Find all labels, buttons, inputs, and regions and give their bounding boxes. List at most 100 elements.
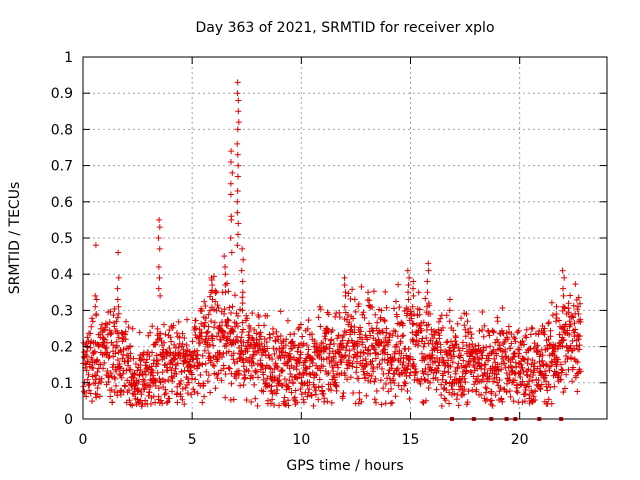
data-point xyxy=(137,357,144,364)
data-point xyxy=(328,399,335,406)
data-point xyxy=(101,359,108,366)
data-point xyxy=(114,357,121,364)
data-point xyxy=(249,374,256,381)
data-point xyxy=(102,320,109,327)
data-point xyxy=(136,329,143,336)
data-point xyxy=(417,380,424,387)
data-point xyxy=(534,342,541,349)
data-point xyxy=(253,368,260,375)
data-point xyxy=(111,305,118,312)
data-point xyxy=(313,362,320,369)
data-point xyxy=(107,393,114,400)
data-point xyxy=(281,376,288,383)
data-point xyxy=(179,330,186,337)
data-point xyxy=(553,318,560,325)
data-point xyxy=(115,334,122,341)
data-point xyxy=(447,363,454,370)
data-point xyxy=(118,374,125,381)
data-point xyxy=(222,394,229,401)
data-point xyxy=(92,242,99,249)
data-point xyxy=(554,356,561,363)
data-point xyxy=(372,337,379,344)
data-point xyxy=(391,305,398,312)
data-point xyxy=(418,375,425,382)
data-point xyxy=(305,317,312,324)
data-point xyxy=(198,329,205,336)
data-point xyxy=(87,330,94,337)
data-point xyxy=(306,371,313,378)
data-point xyxy=(274,333,281,340)
data-point xyxy=(479,326,486,333)
data-point xyxy=(482,384,489,391)
data-point xyxy=(482,361,489,368)
data-point xyxy=(167,334,174,341)
data-point xyxy=(350,315,357,322)
data-point xyxy=(537,363,544,370)
data-point xyxy=(109,399,116,406)
data-point xyxy=(443,312,450,319)
data-point xyxy=(560,389,567,396)
data-point xyxy=(526,392,533,399)
data-point xyxy=(102,326,109,333)
data-point xyxy=(396,304,403,311)
data-point xyxy=(488,397,495,404)
data-point xyxy=(149,367,156,374)
data-point xyxy=(485,328,492,335)
data-point xyxy=(481,395,488,402)
data-point xyxy=(524,360,531,367)
data-point xyxy=(419,350,425,357)
data-point xyxy=(501,360,508,367)
data-point xyxy=(239,326,246,333)
data-point xyxy=(155,235,162,241)
data-point xyxy=(523,384,530,391)
data-point xyxy=(230,396,237,403)
data-point xyxy=(463,368,470,375)
data-point xyxy=(134,367,141,374)
data-point xyxy=(341,282,348,289)
data-point xyxy=(169,361,176,368)
data-point xyxy=(370,327,377,334)
data-point xyxy=(206,341,213,348)
data-point xyxy=(428,366,435,373)
data-point xyxy=(156,245,163,252)
data-point xyxy=(194,351,201,358)
data-point xyxy=(431,346,438,353)
data-point xyxy=(223,322,230,329)
data-point xyxy=(450,327,457,334)
data-point xyxy=(271,351,278,358)
data-point xyxy=(272,360,279,367)
data-point xyxy=(382,346,389,353)
data-point xyxy=(91,372,98,379)
data-point xyxy=(226,304,233,311)
data-point xyxy=(123,318,130,325)
data-point xyxy=(303,370,310,377)
data-point xyxy=(425,267,432,274)
data-point xyxy=(159,369,166,376)
data-point xyxy=(483,396,490,403)
data-point xyxy=(425,260,432,267)
data-point xyxy=(361,375,368,382)
data-point xyxy=(341,372,348,379)
data-point xyxy=(227,180,234,187)
data-point xyxy=(411,311,418,318)
data-point xyxy=(296,354,303,361)
data-point xyxy=(404,366,411,373)
data-point xyxy=(350,389,357,396)
data-point xyxy=(174,360,181,367)
data-point xyxy=(244,315,251,322)
data-point xyxy=(252,395,259,402)
data-point xyxy=(264,312,271,319)
data-point xyxy=(228,216,235,223)
data-point xyxy=(164,398,171,405)
data-point xyxy=(305,389,312,396)
y-tick-label: 0.6 xyxy=(51,195,73,211)
y-tick-label: 0.2 xyxy=(51,340,73,356)
data-point xyxy=(362,356,369,363)
data-point xyxy=(395,281,402,288)
data-point xyxy=(103,345,110,352)
x-axis-label: GPS time / hours xyxy=(286,458,403,474)
data-point xyxy=(438,347,445,354)
data-point xyxy=(208,274,215,281)
data-point xyxy=(331,376,338,383)
data-point xyxy=(237,382,244,389)
